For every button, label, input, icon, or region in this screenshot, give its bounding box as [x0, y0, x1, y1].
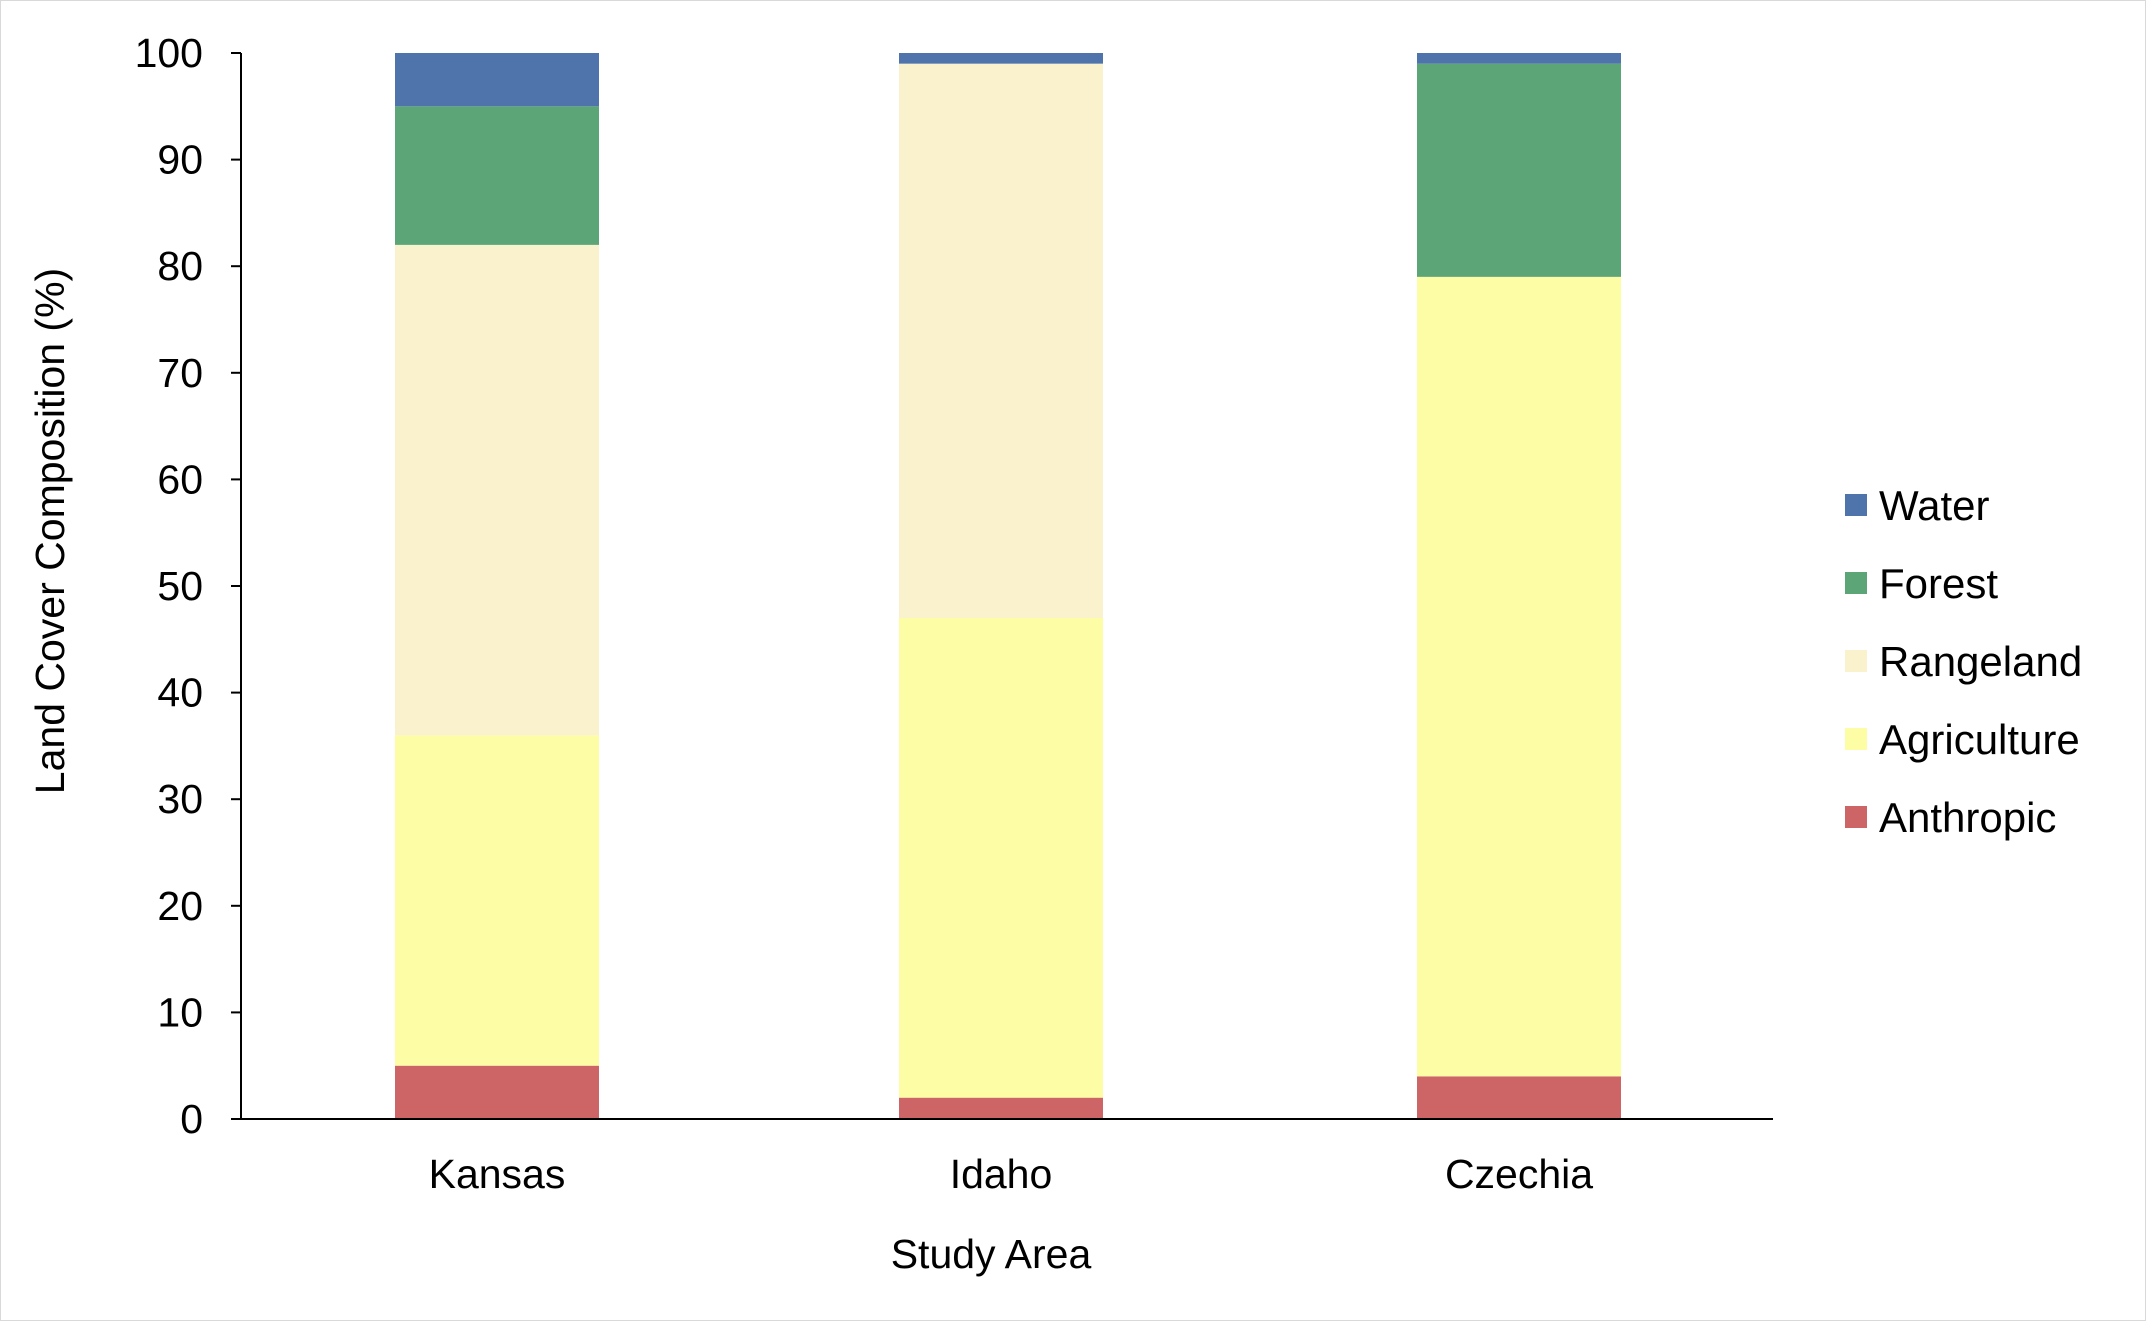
bar-idaho-water	[899, 53, 1103, 64]
legend-label-rangeland: Rangeland	[1879, 638, 2082, 685]
x-tick-label: Idaho	[950, 1151, 1053, 1197]
bar-idaho-anthropic	[899, 1097, 1103, 1119]
bar-kansas-forest	[395, 106, 599, 245]
bar-czechia-agriculture	[1417, 276, 1621, 1077]
legend-swatch-agriculture	[1845, 728, 1867, 750]
y-tick-label: 10	[157, 989, 203, 1035]
legend: Water Forest Rangeland Agriculture Anthropic	[1845, 482, 2082, 841]
bar-czechia-water	[1417, 53, 1621, 64]
legend-label-water: Water	[1879, 482, 1989, 529]
legend-swatch-rangeland	[1845, 650, 1867, 672]
y-tick-label: 30	[157, 776, 203, 822]
bar-kansas-agriculture	[395, 735, 599, 1066]
bar-czechia-anthropic	[1417, 1076, 1621, 1119]
bars-layer	[395, 53, 1621, 1119]
bar-kansas-anthropic	[395, 1065, 599, 1119]
legend-label-forest: Forest	[1879, 560, 1998, 607]
y-tick-label: 0	[180, 1096, 203, 1142]
y-tick-label: 100	[135, 30, 203, 76]
y-tick-label: 60	[157, 456, 203, 502]
bar-idaho-rangeland	[899, 63, 1103, 618]
x-tick-label: Kansas	[429, 1151, 566, 1197]
legend-swatch-anthropic	[1845, 806, 1867, 828]
y-tick-label: 40	[157, 670, 203, 716]
x-axis-title: Study Area	[891, 1231, 1092, 1277]
y-tick-label: 80	[157, 243, 203, 289]
y-tick-label: 90	[157, 137, 203, 183]
legend-label-anthropic: Anthropic	[1879, 794, 2056, 841]
legend-swatch-forest	[1845, 572, 1867, 594]
y-tick-label: 50	[157, 563, 203, 609]
x-tick-label: Czechia	[1445, 1151, 1593, 1197]
y-tick-label: 70	[157, 350, 203, 396]
bar-kansas-rangeland	[395, 244, 599, 736]
labels-layer: 0 10 20 30 40 50 60 70 80 90 100 Kansas Idaho Czechia	[135, 30, 1594, 1197]
legend-swatch-water	[1845, 494, 1867, 516]
legend-label-agriculture: Agriculture	[1879, 716, 2080, 763]
y-tick-label: 20	[157, 883, 203, 929]
bar-kansas-water	[395, 53, 599, 107]
axes-layer	[231, 52, 1773, 1120]
bar-idaho-agriculture	[899, 617, 1103, 1098]
bar-czechia-forest	[1417, 63, 1621, 277]
y-axis-title: Land Cover Composition (%)	[27, 268, 73, 794]
